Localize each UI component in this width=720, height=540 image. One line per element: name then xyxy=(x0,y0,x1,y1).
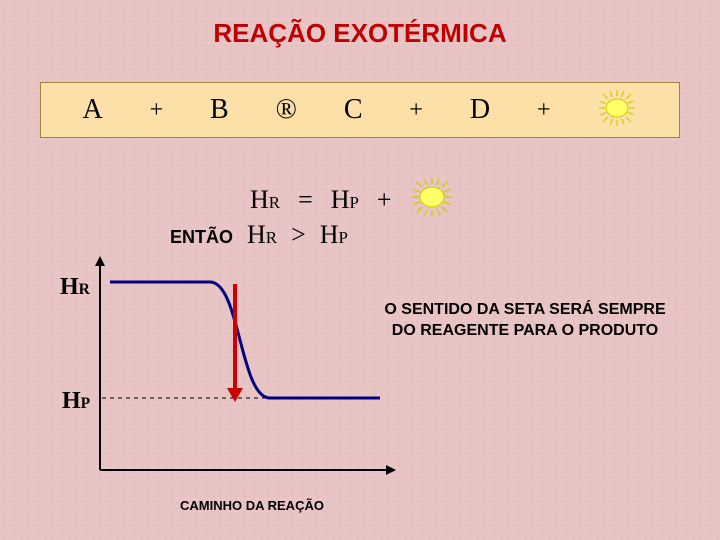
greater-than-sign: > xyxy=(291,220,306,250)
arrow-direction-caption: O SENTIDO DA SETA SERÁ SEMPRE DO REAGENT… xyxy=(380,300,670,342)
reaction-equation-box: A + B ® C + D + xyxy=(40,82,680,138)
sun-icon xyxy=(410,175,454,224)
energy-diagram xyxy=(100,270,400,490)
plus-3: + xyxy=(537,97,551,124)
sun-icon xyxy=(597,88,637,133)
hp-term: HP xyxy=(320,220,348,250)
x-axis-caption: CAMINHO DA REAÇÃO xyxy=(180,498,324,513)
enthalpy-equation: HR = HP + xyxy=(250,175,454,224)
entao-label: ENTÃO xyxy=(170,227,233,248)
reagent-b: B xyxy=(210,94,229,126)
chart-hp-label: HP xyxy=(62,388,90,415)
equals-sign: = xyxy=(298,185,313,215)
hp-term: HP xyxy=(331,185,359,215)
chart-hr-label: HR xyxy=(60,274,90,301)
plus-2: + xyxy=(409,97,423,124)
reagent-a: A xyxy=(82,94,102,126)
entao-inequality: ENTÃO HR > HP xyxy=(170,220,348,250)
reaction-arrow-icon: ® xyxy=(276,94,297,126)
product-c: C xyxy=(344,94,363,126)
hr-term: HR xyxy=(247,220,277,250)
plus-sign: + xyxy=(377,185,392,215)
plus-1: + xyxy=(150,97,164,124)
hr-term: HR xyxy=(250,185,280,215)
page-title: REAÇÃO EXOTÉRMICA xyxy=(0,0,720,49)
product-d: D xyxy=(470,94,490,126)
